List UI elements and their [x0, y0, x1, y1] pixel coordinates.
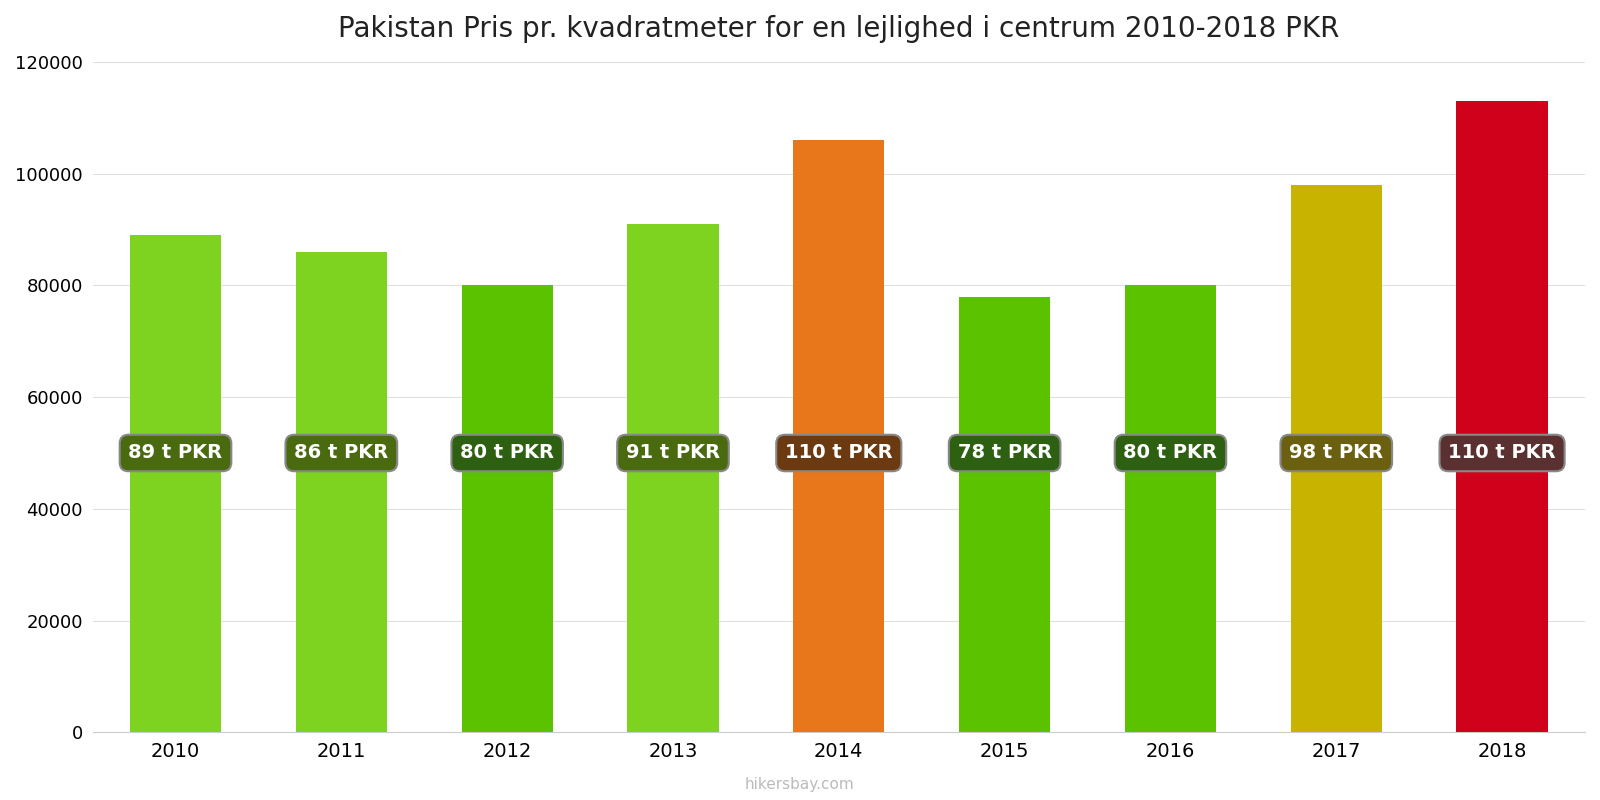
Text: 86 t PKR: 86 t PKR: [294, 443, 389, 462]
Text: 110 t PKR: 110 t PKR: [786, 443, 893, 462]
Text: 89 t PKR: 89 t PKR: [128, 443, 222, 462]
Bar: [461, 286, 552, 732]
Text: hikersbay.com: hikersbay.com: [746, 777, 854, 792]
Text: 80 t PKR: 80 t PKR: [461, 443, 554, 462]
Text: 78 t PKR: 78 t PKR: [957, 443, 1051, 462]
Bar: [958, 297, 1050, 732]
Bar: [296, 252, 387, 732]
Bar: [1456, 101, 1547, 732]
Bar: [1291, 185, 1382, 732]
Text: 80 t PKR: 80 t PKR: [1123, 443, 1218, 462]
Bar: [794, 140, 885, 732]
Bar: [627, 224, 718, 732]
Text: 91 t PKR: 91 t PKR: [626, 443, 720, 462]
Text: 98 t PKR: 98 t PKR: [1290, 443, 1384, 462]
Text: 110 t PKR: 110 t PKR: [1448, 443, 1555, 462]
Bar: [1125, 286, 1216, 732]
Title: Pakistan Pris pr. kvadratmeter for en lejlighed i centrum 2010-2018 PKR: Pakistan Pris pr. kvadratmeter for en le…: [338, 15, 1339, 43]
Bar: [130, 235, 221, 732]
